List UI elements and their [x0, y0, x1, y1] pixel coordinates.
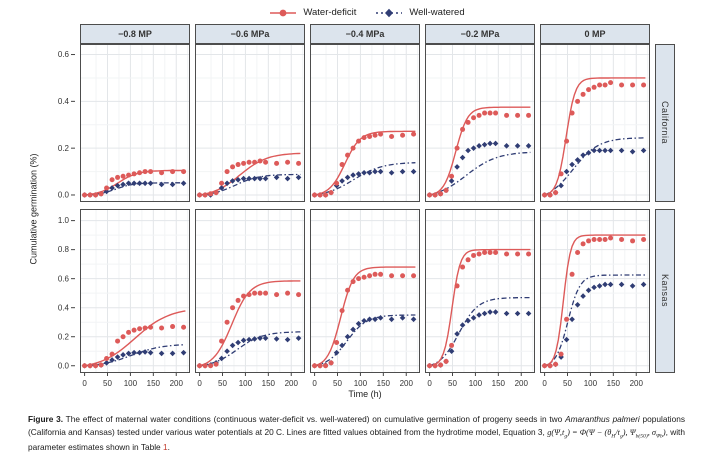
caption-text: , σ — [647, 427, 657, 437]
svg-text:150: 150 — [262, 379, 276, 388]
svg-text:200: 200 — [630, 379, 644, 388]
figure-caption: Figure 3. The effect of maternal water c… — [28, 413, 685, 454]
legend: Water-deficit Well-watered — [60, 5, 673, 20]
facet-strip-kansas: Kansas — [655, 209, 675, 373]
svg-text:0.0: 0.0 — [58, 361, 70, 370]
svg-text:100: 100 — [124, 379, 138, 388]
svg-text:0.4: 0.4 — [58, 303, 70, 312]
svg-text:0.4: 0.4 — [58, 97, 70, 106]
caption-text: H — [611, 433, 616, 440]
svg-text:50: 50 — [218, 379, 227, 388]
legend-item-well-watered: Well-watered — [374, 6, 465, 20]
svg-text:1.0: 1.0 — [58, 216, 70, 225]
svg-text:100: 100 — [584, 379, 598, 388]
svg-text:0.8: 0.8 — [58, 245, 70, 254]
legend-label-well-watered: Well-watered — [409, 7, 465, 18]
well-watered-key-icon — [376, 8, 403, 17]
legend-item-water-deficit: Water-deficit — [268, 6, 356, 20]
caption-text: g — [564, 433, 568, 440]
x-axis-ticks-col-4: 0 50 100 150 200 — [540, 373, 650, 388]
x-axis-ticks-col-0: 0 50 100 150 200 — [80, 373, 190, 388]
svg-text:0.6: 0.6 — [58, 274, 70, 283]
panel-california-col4 — [540, 44, 650, 202]
facet-header-neg-0-6-mpa: −0.6 MPa — [195, 24, 305, 44]
caption-text: ) — [662, 427, 666, 437]
svg-text:0: 0 — [197, 379, 202, 388]
svg-text:50: 50 — [333, 379, 342, 388]
panel-california-col2 — [310, 44, 420, 202]
caption-text: g(Ψ,t — [547, 427, 565, 437]
legend-label-water-deficit: Water-deficit — [303, 7, 357, 18]
svg-text:200: 200 — [515, 379, 529, 388]
panel-california-col0 — [80, 44, 190, 202]
panel-kansas-col1 — [195, 209, 305, 373]
panel-california-col1 — [195, 44, 305, 202]
facet-header-neg-0-2-mpa: −0.2 MPa — [425, 24, 535, 44]
facet-strip-california: California — [655, 44, 675, 202]
svg-text:100: 100 — [469, 379, 483, 388]
x-axis-ticks-col-2: 0 50 100 150 200 — [310, 373, 420, 388]
svg-text:50: 50 — [103, 379, 112, 388]
panel-kansas-col3 — [425, 209, 535, 373]
svg-text:0: 0 — [82, 379, 87, 388]
svg-text:50: 50 — [563, 379, 572, 388]
y-axis-ticks-kansas: 0.0 0.2 0.4 0.6 0.8 1.0 — [47, 209, 75, 373]
caption-text: populations (California and Kansas) test… — [28, 414, 685, 437]
caption-text: /t — [615, 427, 620, 437]
svg-text:0: 0 — [542, 379, 547, 388]
svg-text:150: 150 — [607, 379, 621, 388]
caption-text: ), Ψ — [622, 427, 636, 437]
svg-text:0: 0 — [312, 379, 317, 388]
svg-text:100: 100 — [239, 379, 253, 388]
svg-text:200: 200 — [400, 379, 414, 388]
facet-header-0-mp: 0 MP — [540, 24, 650, 44]
svg-text:200: 200 — [285, 379, 299, 388]
panel-california-col3 — [425, 44, 535, 202]
caption-text: , with parameter estimates shown in Tabl… — [28, 426, 685, 453]
panel-kansas-col0 — [80, 209, 190, 373]
svg-text:150: 150 — [377, 379, 391, 388]
svg-text:0.2: 0.2 — [58, 144, 70, 153]
caption-text: Amaranthus palmeri — [565, 414, 640, 424]
water-deficit-key-icon — [270, 9, 297, 16]
svg-text:0.2: 0.2 — [58, 332, 70, 341]
panel-kansas-col4 — [540, 209, 650, 373]
caption-text: b(50) — [635, 433, 648, 440]
caption-text: g — [619, 433, 623, 440]
svg-text:50: 50 — [448, 379, 457, 388]
caption-text: ) = Φ(Ψ − (θ — [567, 427, 612, 437]
svg-text:0.0: 0.0 — [58, 191, 70, 200]
x-axis-title: Time (h) — [348, 389, 382, 399]
svg-text:0: 0 — [427, 379, 432, 388]
facet-header-neg-0-4-mpa: −0.4 MPa — [310, 24, 420, 44]
svg-text:150: 150 — [492, 379, 506, 388]
facet-header-neg-0-8-mp: −0.8 MP — [80, 24, 190, 44]
y-axis-ticks-california: 0.0 0.2 0.4 0.6 — [47, 44, 75, 202]
table-1-reference: 1 — [162, 442, 168, 453]
caption-text: The effect of maternal water conditions … — [63, 414, 566, 424]
y-axis-title: Cumulative germination (%) — [29, 152, 40, 265]
caption-text: Ψb — [656, 433, 663, 440]
svg-text:0.6: 0.6 — [58, 50, 70, 59]
x-axis-ticks-col-1: 0 50 100 150 200 — [195, 373, 305, 388]
svg-text:100: 100 — [354, 379, 368, 388]
caption-text: . — [167, 442, 170, 453]
panel-kansas-col2 — [310, 209, 420, 373]
svg-text:150: 150 — [147, 379, 161, 388]
x-axis-ticks-col-3: 0 50 100 150 200 — [425, 373, 535, 388]
svg-text:200: 200 — [170, 379, 184, 388]
facet-grid: Cumulative germination (%) −0.8 MP −0.6 … — [26, 24, 713, 402]
caption-text: Figure 3. — [28, 414, 64, 424]
